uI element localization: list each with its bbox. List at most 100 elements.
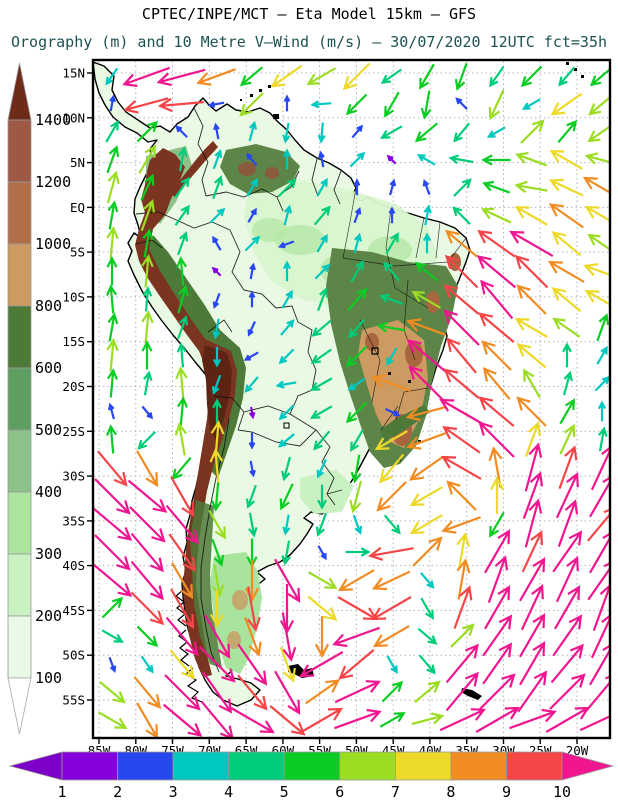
wind-arrow xyxy=(122,66,170,88)
wind-arrow xyxy=(484,585,511,630)
elevation-band xyxy=(7,305,32,369)
wind-arrow xyxy=(164,674,201,711)
elevation-band xyxy=(7,615,32,679)
wind-arrow xyxy=(212,318,221,340)
wind-arrow xyxy=(212,346,222,368)
terrain-speckle xyxy=(388,372,391,375)
wind-arrow xyxy=(386,347,398,367)
wind-arrow xyxy=(141,254,154,288)
wind-speed-band xyxy=(339,751,396,781)
wind-arrow xyxy=(550,643,584,684)
wind-arrow xyxy=(175,125,188,138)
wind-arrow xyxy=(175,366,188,400)
elevation-band xyxy=(7,119,32,183)
wind-arrow xyxy=(314,616,330,659)
wind-arrow xyxy=(353,178,361,196)
axis-labels: 85W 80W 75W 70W 65W 60W 55W 50W 45W 40W 35W 30W 25W 2… xyxy=(62,66,588,759)
wind-arrow xyxy=(334,708,382,730)
wind-arrow xyxy=(310,100,332,109)
wind-arrow xyxy=(281,289,293,309)
wind-arrow xyxy=(409,486,443,507)
wind-arrow xyxy=(482,180,511,194)
wind-arrow xyxy=(352,514,363,535)
wind-arrow xyxy=(453,122,471,143)
wind-arrow xyxy=(376,481,407,512)
elevation-scale-label: 300 xyxy=(35,545,62,563)
wind-arrow xyxy=(313,430,331,451)
wind-arrow xyxy=(174,422,188,456)
wind-arrow xyxy=(590,614,610,659)
wind-speed-band xyxy=(283,751,341,781)
wind-arrow xyxy=(136,625,159,648)
wind-arrow xyxy=(514,254,549,289)
wind-arrow xyxy=(279,584,295,635)
wind-arrow xyxy=(108,656,117,674)
wind-arrow xyxy=(136,450,159,488)
wind-arrow xyxy=(107,200,119,230)
wind-arrow xyxy=(317,484,327,510)
cape-verde-island xyxy=(566,62,569,65)
terrain-speckle xyxy=(408,380,411,383)
wind-arrow xyxy=(353,232,362,254)
wind-scale-label: 5 xyxy=(280,783,289,800)
wind-arrow xyxy=(311,319,332,337)
wind-arrow xyxy=(93,563,133,597)
wind-arrow xyxy=(446,480,477,511)
wind-arrow xyxy=(389,178,397,196)
wind-arrow xyxy=(515,152,548,167)
wind-arrow xyxy=(552,530,583,573)
cape-verde-island xyxy=(574,68,577,71)
wind-arrow xyxy=(244,235,261,252)
wind-scale-label: 6 xyxy=(335,783,344,800)
wind-arrow xyxy=(521,530,543,573)
wind-arrow xyxy=(456,558,471,600)
pampas-shading xyxy=(300,470,354,514)
patagonia-ridge xyxy=(227,631,241,649)
wind-arrow xyxy=(282,514,291,536)
wind-arrow xyxy=(554,585,581,630)
map-frame xyxy=(91,58,612,740)
wind-arrow xyxy=(141,340,153,370)
wind-arrow xyxy=(313,205,331,226)
wind-scale-label: 1 xyxy=(57,783,66,800)
wind-arrow xyxy=(420,572,435,589)
wind-arrow xyxy=(165,504,199,545)
wind-arrow xyxy=(550,92,583,116)
wind-arrow xyxy=(239,66,264,87)
wind-arrow xyxy=(353,206,362,224)
wind-arrow xyxy=(310,405,333,419)
elevation-scale-label: 1000 xyxy=(35,235,71,253)
wind-arrow xyxy=(174,176,190,198)
wind-arrow xyxy=(478,421,515,458)
wind-arrow xyxy=(248,120,257,142)
wind-arrow xyxy=(478,312,515,343)
wind-arrow xyxy=(456,532,471,570)
wind-arrow xyxy=(212,292,221,310)
wind-arrow xyxy=(417,627,438,645)
wind-arrow xyxy=(140,655,154,674)
wind-arrow xyxy=(142,228,154,258)
wind-arrow xyxy=(210,590,224,629)
wind-arrow xyxy=(453,178,472,197)
wind-arrow xyxy=(489,511,505,538)
wind-arrow xyxy=(345,401,368,424)
wind-arrow xyxy=(350,429,364,452)
wind-arrow xyxy=(582,176,610,194)
wind-arrow xyxy=(446,337,477,374)
wind-arrow xyxy=(281,540,291,566)
wind-arrow xyxy=(347,377,366,391)
wind-arrow xyxy=(439,708,486,732)
wind-arrow xyxy=(177,231,189,256)
wind-arrow xyxy=(106,256,118,286)
wind-arrow xyxy=(171,562,194,600)
elevation-below-arrow xyxy=(7,677,32,735)
wind-speed-band xyxy=(172,751,230,781)
wind-arrow xyxy=(487,555,509,603)
wind-arrow xyxy=(283,204,292,226)
wind-arrow xyxy=(406,432,446,450)
wind-arrow xyxy=(450,623,475,648)
elevation-band xyxy=(7,429,32,493)
latitude-label: 15N xyxy=(62,66,85,81)
